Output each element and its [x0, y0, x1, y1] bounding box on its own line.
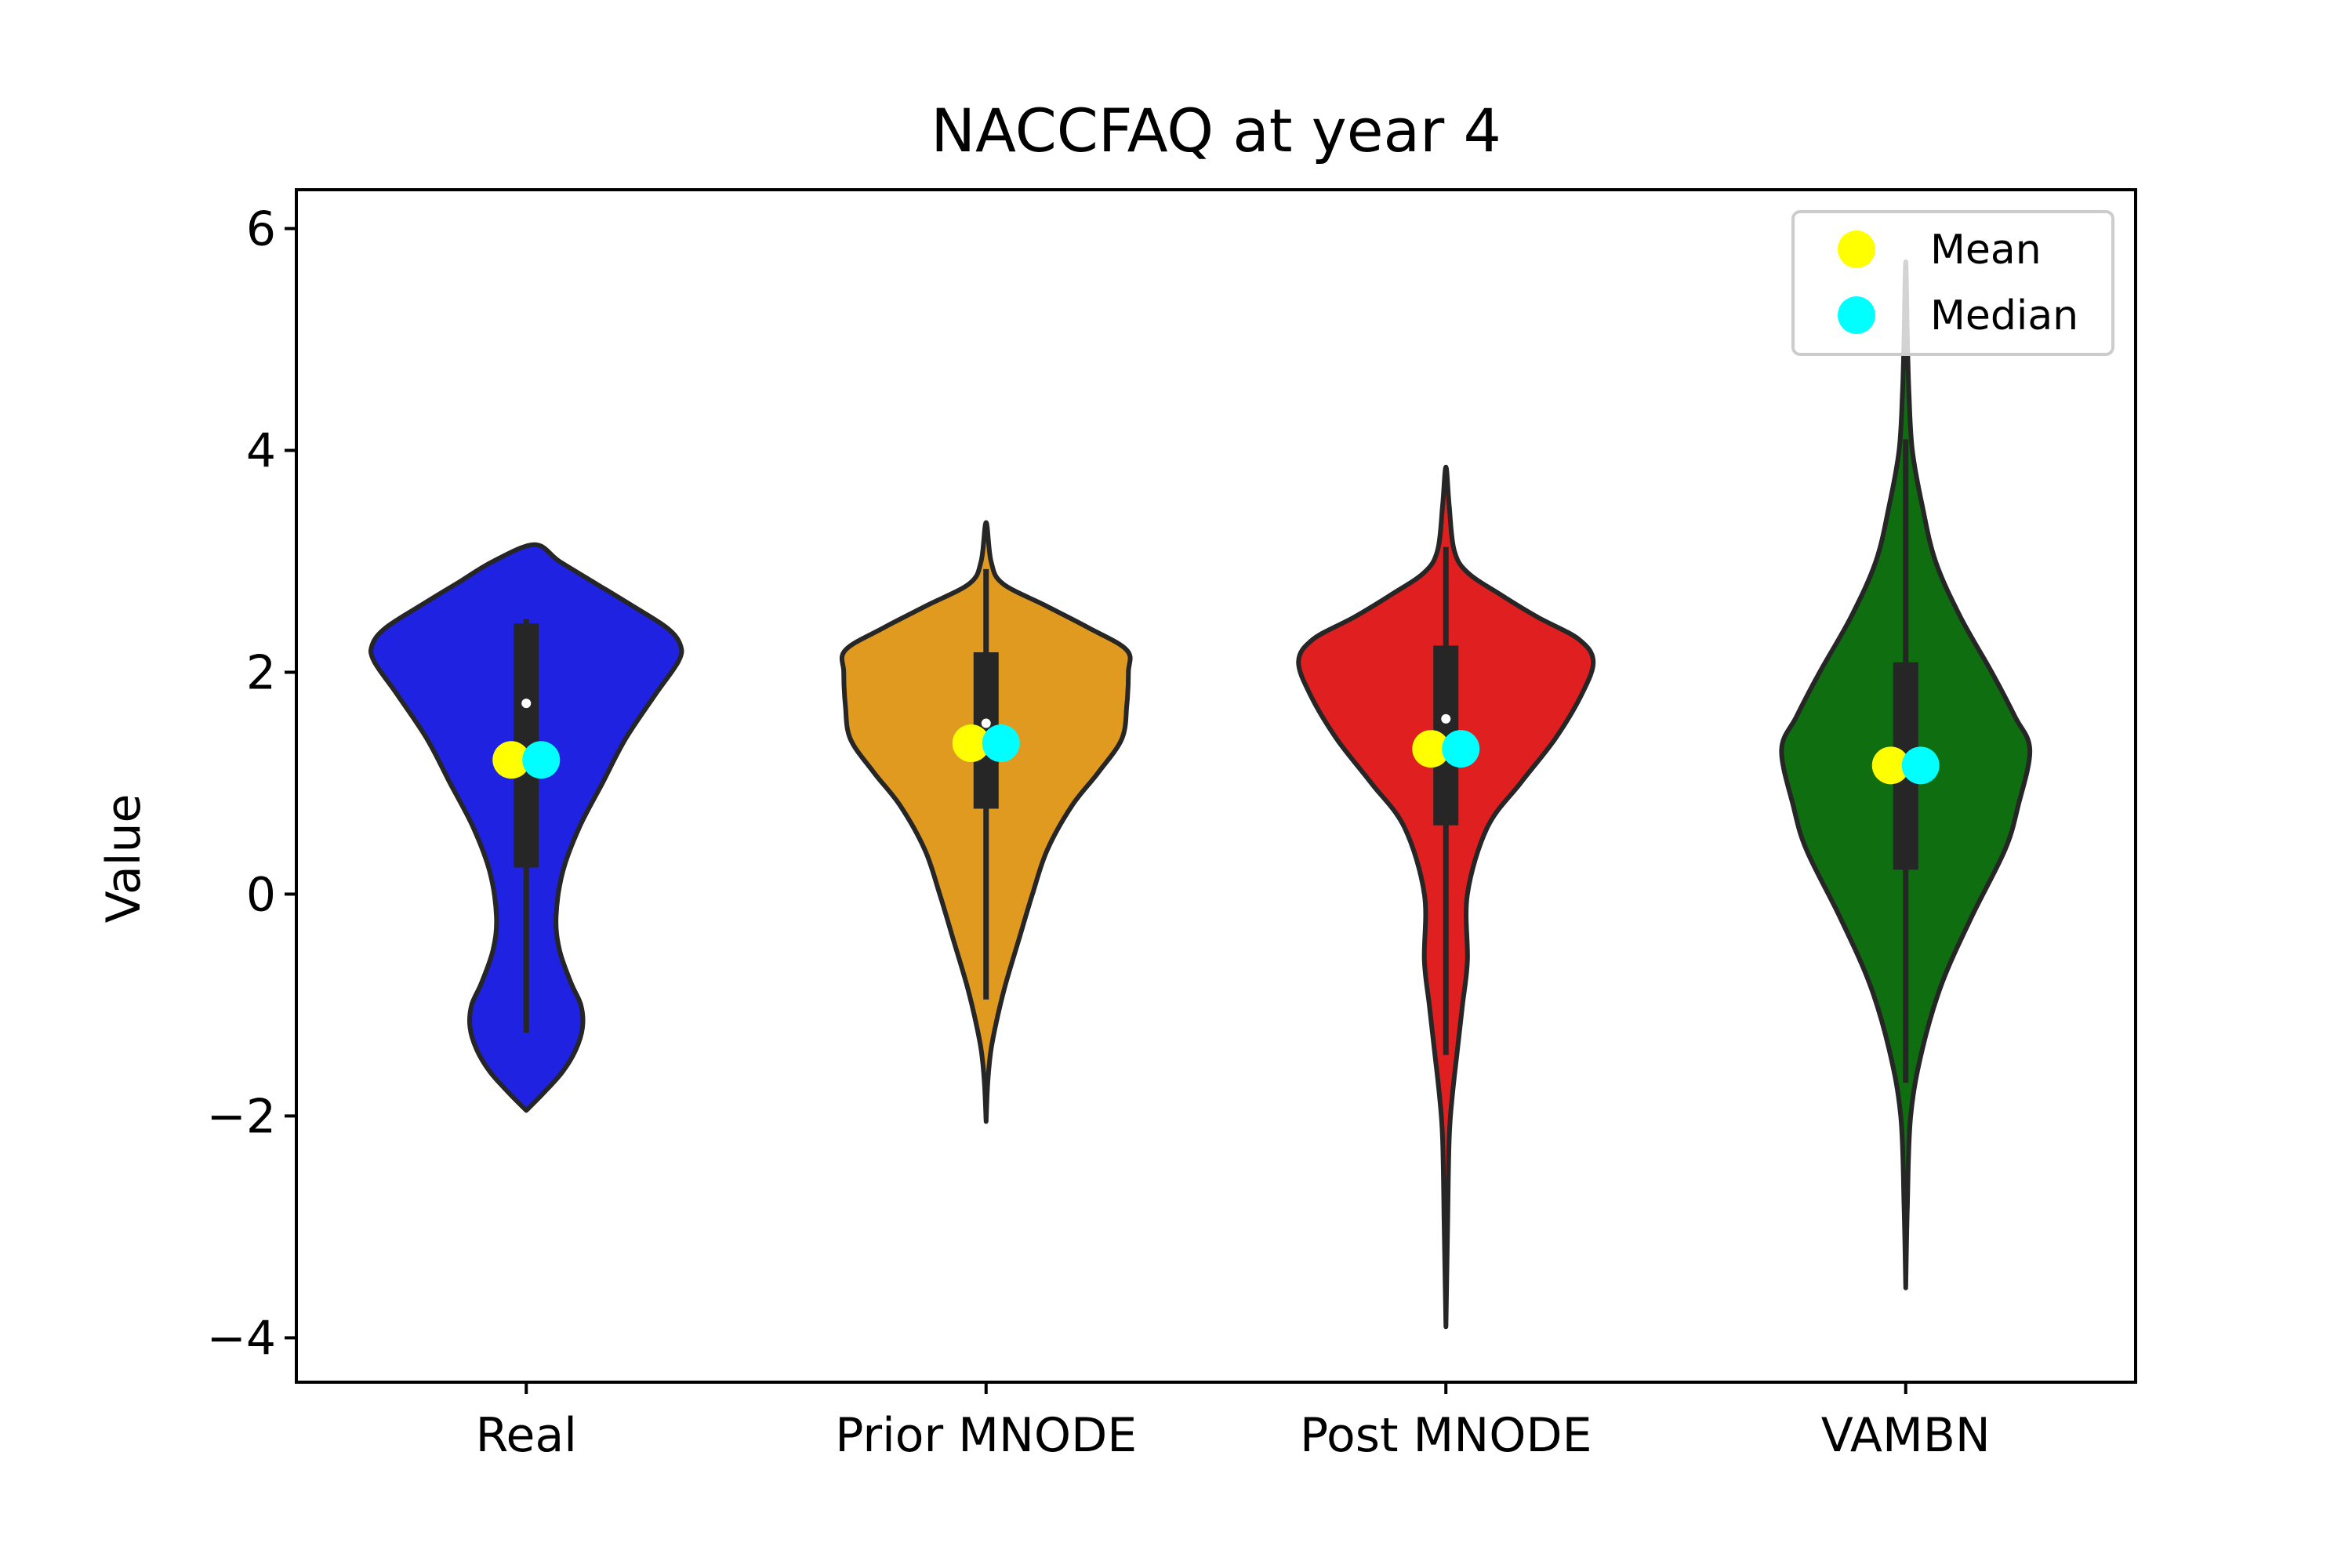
- violin-prior-mnode: [839, 520, 1133, 1124]
- inner-median-dot: [521, 699, 532, 709]
- x-axis: Real Prior MNODE Post MNODE VAMBN: [476, 1382, 1991, 1463]
- y-axis: −4 −2 0 2 4 6: [207, 202, 296, 1366]
- y-tick-label: −2: [207, 1089, 276, 1144]
- legend-label-median: Median: [1930, 292, 2078, 339]
- mean-marker: [952, 724, 990, 763]
- violin-real: [368, 542, 684, 1113]
- median-marker: [1442, 730, 1480, 768]
- x-tick-label: Prior MNODE: [835, 1408, 1137, 1463]
- median-marker: [1901, 746, 1940, 785]
- median-marker: [982, 724, 1020, 763]
- plot-frame: [295, 188, 2137, 1384]
- chart-title: NACCFAQ at year 4: [931, 96, 1501, 165]
- median-marker: [522, 741, 561, 779]
- mean-marker: [1871, 746, 1910, 785]
- y-tick-label: 2: [246, 645, 276, 700]
- legend-marker-median: [1838, 296, 1875, 334]
- mean-marker: [1412, 730, 1450, 768]
- x-tick-label: Post MNODE: [1300, 1408, 1592, 1463]
- legend-label-mean: Mean: [1930, 227, 2042, 274]
- x-tick-label: Real: [476, 1408, 577, 1463]
- y-tick-label: 6: [246, 202, 276, 257]
- violin-post-mnode: [1296, 464, 1596, 1330]
- legend-marker-mean: [1838, 230, 1875, 268]
- legend: Mean Median: [1791, 210, 2114, 356]
- y-tick-label: 0: [246, 867, 276, 922]
- y-axis-title: Value: [96, 794, 151, 924]
- inner-median-dot: [981, 718, 991, 728]
- x-tick-label: VAMBN: [1821, 1408, 1991, 1463]
- violin-vambn: [1779, 260, 2033, 1290]
- y-tick-label: 4: [246, 423, 276, 478]
- inner-median-dot: [1441, 713, 1451, 724]
- violins-layer: [368, 260, 2033, 1330]
- y-tick-label: −4: [207, 1311, 276, 1366]
- mean-marker: [492, 741, 531, 779]
